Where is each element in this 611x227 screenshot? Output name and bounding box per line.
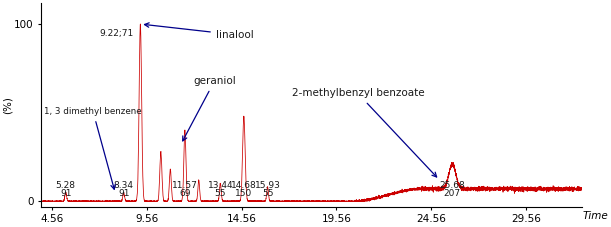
Text: 14.68: 14.68 [231, 181, 257, 190]
Text: 55: 55 [214, 189, 226, 198]
Text: 91: 91 [118, 189, 130, 198]
Text: 5.28: 5.28 [56, 181, 76, 190]
Text: geraniol: geraniol [183, 76, 236, 141]
Text: 91: 91 [60, 189, 71, 198]
Text: 2-methylbenzyl benzoate: 2-methylbenzyl benzoate [291, 89, 437, 177]
Text: 150: 150 [235, 189, 252, 198]
Text: 15.93: 15.93 [255, 181, 280, 190]
Text: 9.22;71: 9.22;71 [100, 29, 134, 38]
Text: 8.34: 8.34 [114, 181, 134, 190]
Y-axis label: (%): (%) [3, 96, 13, 114]
Text: 25.68: 25.68 [439, 181, 465, 190]
Text: linalool: linalool [145, 23, 254, 40]
Text: 1, 3 dimethyl benzene: 1, 3 dimethyl benzene [44, 107, 142, 189]
Text: Time: Time [583, 211, 609, 221]
Text: 69: 69 [179, 189, 191, 198]
Text: 11.57: 11.57 [172, 181, 198, 190]
Text: 55: 55 [262, 189, 273, 198]
Text: 13.44: 13.44 [208, 181, 233, 190]
Text: 207: 207 [444, 189, 461, 198]
